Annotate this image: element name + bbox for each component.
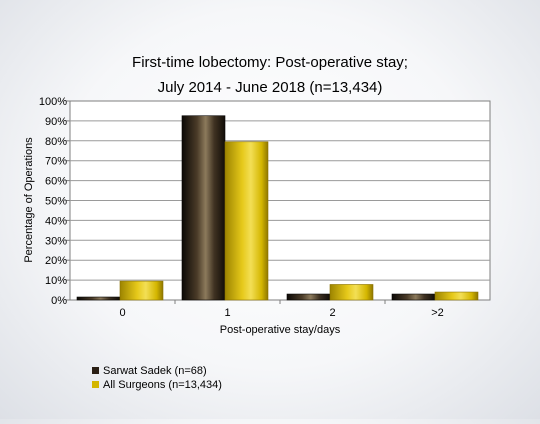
bar-all-surgeons-3 (434, 291, 479, 301)
chart-title-line-1: First-time lobectomy: Post-operative sta… (132, 54, 408, 71)
legend-label-sarwat-sadek: Sarwat Sadek (n=68) (103, 365, 207, 377)
bar-all-surgeons-2 (329, 284, 374, 301)
bars (76, 115, 479, 301)
legend-label-all-surgeons: All Surgeons (n=13,434) (103, 379, 222, 391)
x-axis-label: Post-operative stay/days (220, 324, 341, 336)
bar-sarwat-sadek-2 (286, 293, 331, 301)
y-tick-label: 50% (45, 196, 67, 208)
bar-sarwat-sadek-1 (181, 115, 226, 301)
y-tick-label: 30% (45, 235, 67, 247)
y-tick-label: 40% (45, 215, 67, 227)
x-tick-label: 1 (224, 307, 230, 319)
y-tick-label: 60% (45, 176, 67, 188)
y-axis-label: Percentage of Operations (23, 137, 35, 263)
y-tick-label: 0% (51, 295, 67, 307)
y-tick-label: 90% (45, 116, 67, 128)
y-tick-label: 70% (45, 156, 67, 168)
bar-all-surgeons-0 (119, 280, 164, 301)
legend-swatch-all-surgeons (92, 381, 99, 388)
bar-all-surgeons-1 (224, 141, 269, 301)
x-tick-label: 2 (329, 307, 335, 319)
y-axis-ticks: 0% 10% 20% 30% 40% 50% 60% 70% 80% 90% 100% (39, 96, 70, 307)
x-tick-label: 0 (119, 307, 125, 319)
x-axis-ticks: 0 1 2 >2 (119, 300, 444, 319)
bar-sarwat-sadek-3 (391, 293, 436, 301)
chart-title-line-2: July 2014 - June 2018 (n=13,434) (158, 79, 383, 96)
bar-sarwat-sadek-0 (76, 296, 121, 301)
legend: Sarwat Sadek (n=68) All Surgeons (n=13,4… (92, 365, 222, 391)
y-tick-label: 20% (45, 255, 67, 267)
legend-swatch-sarwat-sadek (92, 367, 99, 374)
x-tick-label: >2 (431, 307, 444, 319)
y-tick-label: 10% (45, 275, 67, 287)
y-tick-label: 80% (45, 136, 67, 148)
grid-lines (70, 120, 490, 281)
y-tick-label: 100% (39, 96, 67, 108)
